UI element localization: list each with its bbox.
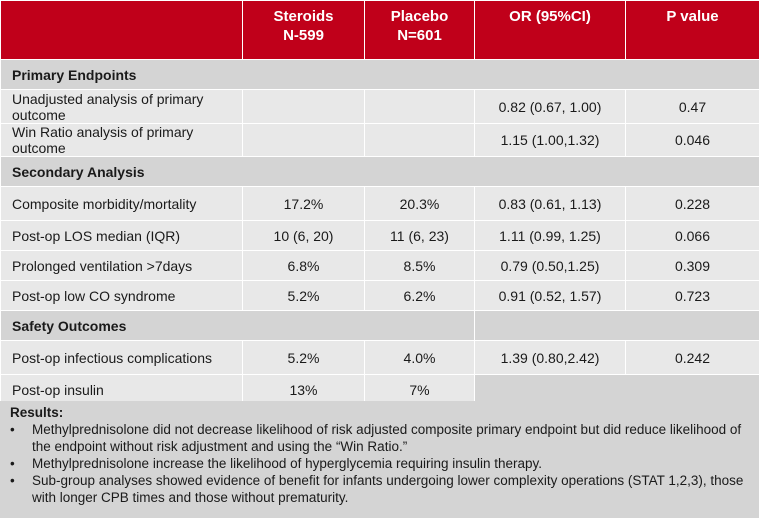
row-or: 1.39 (0.80,2.42): [474, 340, 626, 375]
table-row: Win Ratio analysis of primary outcome 1.…: [0, 123, 759, 157]
section-fill: [474, 310, 759, 341]
header-placebo-n: N=601: [397, 27, 442, 44]
header-or: OR (95%CI): [474, 0, 626, 60]
row-steroids: [242, 89, 365, 124]
header-placebo-label: Placebo: [390, 8, 449, 25]
row-p: 0.046: [625, 123, 759, 157]
table-row: Post-op LOS median (IQR) 10 (6, 20) 11 (…: [0, 220, 759, 251]
row-placebo: 6.2%: [364, 280, 475, 311]
row-steroids: [242, 123, 365, 157]
row-or: 1.11 (0.99, 1.25): [474, 220, 626, 251]
list-item: • Methylprednisolone did not decrease lik…: [10, 421, 749, 455]
row-label: Composite morbidity/mortality: [0, 186, 243, 221]
results-title: Results:: [10, 405, 64, 420]
list-item: • Sub-group analyses showed evidence of b…: [10, 472, 749, 506]
results-table: Steroids N-599 Placebo N=601 OR (95%CI) P …: [0, 0, 759, 405]
row-placebo: 4.0%: [364, 340, 475, 375]
row-label: Post-op LOS median (IQR): [0, 220, 243, 251]
row-steroids: 10 (6, 20): [242, 220, 365, 251]
row-p: 0.242: [625, 340, 759, 375]
row-or: 1.15 (1.00,1.32): [474, 123, 626, 157]
list-item: • Methylprednisolone increase the likelih…: [10, 455, 749, 472]
row-p: 0.309: [625, 250, 759, 281]
row-p: 0.47: [625, 89, 759, 124]
table-row: Unadjusted analysis of primary outcome 0…: [0, 89, 759, 124]
table-row: Post-op infectious complications 5.2% 4.…: [0, 340, 759, 375]
results-item-text: Methylprednisolone did not decrease like…: [32, 422, 742, 454]
row-steroids: 6.8%: [242, 250, 365, 281]
row-label: Win Ratio analysis of primary outcome: [0, 123, 243, 157]
results-item-text: Methylprednisolone increase the likeliho…: [32, 456, 543, 471]
row-steroids: 5.2%: [242, 340, 365, 375]
table-row: Prolonged ventilation >7days 6.8% 8.5% 0…: [0, 250, 759, 281]
header-steroids-label: Steroids: [273, 8, 334, 25]
row-placebo: 7%: [364, 374, 475, 405]
row-or: 0.82 (0.67, 1.00): [474, 89, 626, 124]
bullet-icon: •: [10, 473, 15, 488]
row-steroids: 13%: [242, 374, 365, 405]
section-title-secondary: Secondary Analysis: [0, 156, 759, 187]
results-summary: Results: • Methylprednisolone did not dec…: [0, 401, 759, 518]
bullet-icon: •: [10, 456, 15, 471]
section-row-secondary: Secondary Analysis: [0, 156, 759, 187]
header-placebo: Placebo N=601: [364, 0, 475, 60]
section-row-safety: Safety Outcomes: [0, 310, 759, 341]
row-placebo: 11 (6, 23): [364, 220, 475, 251]
section-row-primary: Primary Endpoints: [0, 59, 759, 90]
row-label: Unadjusted analysis of primary outcome: [0, 89, 243, 124]
row-label: Prolonged ventilation >7days: [0, 250, 243, 281]
section-title-primary: Primary Endpoints: [0, 59, 759, 90]
row-p: 0.066: [625, 220, 759, 251]
row-or: 0.83 (0.61, 1.13): [474, 186, 626, 221]
bullet-icon: •: [10, 422, 15, 437]
row-placebo: 8.5%: [364, 250, 475, 281]
row-placebo: [364, 89, 475, 124]
header-steroids-n: N-599: [283, 27, 324, 44]
section-title-safety: Safety Outcomes: [0, 310, 475, 341]
row-or: 0.91 (0.52, 1.57): [474, 280, 626, 311]
row-empty-cell: [474, 374, 759, 405]
row-p: 0.228: [625, 186, 759, 221]
row-steroids: 5.2%: [242, 280, 365, 311]
row-label: Post-op low CO syndrome: [0, 280, 243, 311]
results-list: • Methylprednisolone did not decrease lik…: [10, 421, 749, 506]
row-or: 0.79 (0.50,1.25): [474, 250, 626, 281]
row-p: 0.723: [625, 280, 759, 311]
row-placebo: 20.3%: [364, 186, 475, 221]
row-steroids: 17.2%: [242, 186, 365, 221]
header-blank-cell: [0, 0, 243, 60]
table-header-row: Steroids N-599 Placebo N=601 OR (95%CI) P …: [0, 0, 759, 60]
header-p-value: P value: [625, 0, 759, 60]
row-label: Post-op insulin: [0, 374, 243, 405]
row-label: Post-op infectious complications: [0, 340, 243, 375]
results-item-text: Sub-group analyses showed evidence of be…: [32, 473, 744, 505]
table-row: Composite morbidity/mortality 17.2% 20.3…: [0, 186, 759, 221]
table-row: Post-op insulin 13% 7%: [0, 374, 759, 405]
table-row: Post-op low CO syndrome 5.2% 6.2% 0.91 (…: [0, 280, 759, 311]
header-steroids: Steroids N-599: [242, 0, 365, 60]
row-placebo: [364, 123, 475, 157]
